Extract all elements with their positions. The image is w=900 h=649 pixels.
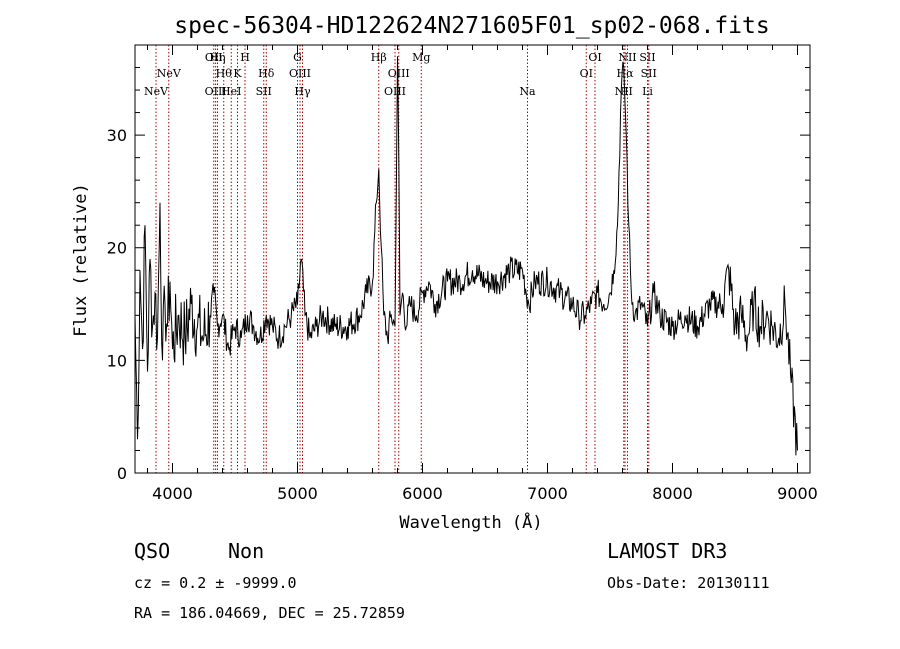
emission-line-label: Hθ [216,67,233,80]
emission-line-label: SII [256,85,272,98]
emission-line-label: OI [588,51,601,64]
redshift-cz: cz = 0.2 ± -9999.0 [134,574,297,592]
emission-line-label: Hη [209,51,225,64]
x-tick-label: 9000 [777,484,818,503]
emission-line-label: NII [615,85,633,98]
survey-name: LAMOST DR3 [607,539,727,563]
emission-line-label: OIII [388,67,410,80]
y-tick-label: 20 [107,239,127,258]
y-tick-label: 30 [107,126,127,145]
object-class: QSO [134,539,170,563]
emission-line-label: K [233,67,242,80]
emission-line-label: OIII [205,85,227,98]
emission-line-label: Hα [616,67,634,80]
chart-title: spec-56304-HD122624N271605F01_sp02-068.f… [174,13,769,39]
spectrum-line-0 [134,56,798,456]
emission-line-label: SII [639,51,655,64]
y-tick-label: 0 [117,464,127,483]
x-axis-label: Wavelength (Å) [399,511,542,533]
emission-line-label: OIII [289,67,311,80]
object-subclass: Non [228,539,264,563]
emission-line-label: Na [519,85,536,98]
y-tick-label: 10 [107,351,127,370]
emission-line-label: NII [618,51,636,64]
emission-line-label: NeV [144,85,169,98]
emission-line-label: Hγ [294,85,311,98]
emission-line-label: OIII [384,85,406,98]
emission-line-label: G [293,51,302,64]
coordinates: RA = 186.04669, DEC = 25.72859 [134,604,405,622]
x-tick-label: 5000 [277,484,318,503]
emission-line-label: OI [580,67,593,80]
emission-line-label: HeI [221,85,241,98]
emission-line-label: Mg [412,51,430,64]
x-tick-label: 4000 [152,484,193,503]
x-tick-label: 8000 [652,484,693,503]
emission-line-label: Hδ [258,67,275,80]
x-tick-label: 6000 [402,484,443,503]
plot-frame [134,44,811,474]
emission-line-label: OII [205,51,223,64]
emission-line-label: Li [642,85,653,98]
emission-line-label: SII [641,67,657,80]
emission-line-label: H [240,51,250,64]
axis-ticks: 4000 5000 6000 7000 8000 9000 0 10 20 30 [107,45,818,503]
emission-line-label: Hβ [371,51,387,64]
spectrum-series [134,56,798,456]
observation-date: Obs-Date: 20130111 [607,574,770,592]
emission-line-label: NeV [157,67,182,80]
x-tick-label: 7000 [527,484,568,503]
y-axis-label: Flux (relative) [71,183,91,337]
